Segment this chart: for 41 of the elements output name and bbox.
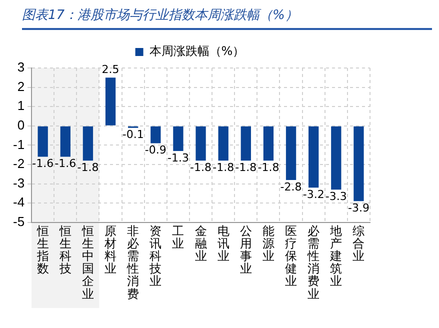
x-tick-label: 恒生科技	[58, 224, 72, 276]
x-tick-label: 综合业	[352, 224, 365, 264]
x-tick-label: 金融业	[194, 224, 207, 264]
y-tick-label: -5	[12, 214, 25, 229]
data-label: -3.2	[302, 188, 324, 202]
x-tick-label: 能源业	[262, 224, 274, 264]
x-tick-label: 原材料业	[104, 224, 117, 276]
x-tick-label: 非必需性消费	[126, 224, 140, 301]
y-tick-label: 3	[17, 60, 25, 75]
legend-label: 本周涨跌幅（%）	[149, 44, 245, 58]
x-tick-label: 必需性消费业	[306, 224, 320, 301]
data-label: 2.5	[102, 63, 120, 76]
data-label: -1.3	[167, 151, 189, 164]
x-tick-label: 公用事业	[240, 224, 252, 276]
data-label: -1.8	[212, 161, 234, 174]
y-tick-label: -2	[12, 156, 25, 172]
x-tick-label: 工业	[172, 224, 184, 250]
data-label: -1.8	[258, 161, 280, 174]
y-tick-label: 2	[17, 78, 25, 94]
data-label: -0.9	[144, 144, 166, 157]
y-tick-label: -3	[12, 175, 25, 190]
x-tick-label: 恒生中国企业	[80, 224, 94, 301]
data-label: -1.8	[190, 161, 212, 174]
data-label: -1.8	[77, 161, 99, 174]
y-tick-label: -1	[12, 136, 25, 152]
x-tick-label: 恒生指数	[36, 224, 49, 276]
y-tick-label: 1	[17, 98, 25, 114]
x-tick-label: 资讯科技业	[148, 224, 162, 288]
data-label: -2.8	[280, 180, 302, 194]
x-tick-label: 地产建筑业	[329, 224, 342, 288]
data-label: -0.1	[122, 128, 144, 142]
y-tick-label: -4	[12, 194, 25, 210]
data-label: -1.6	[32, 157, 54, 170]
data-label: -1.6	[54, 157, 76, 170]
data-label: -1.8	[235, 161, 257, 174]
x-tick-label: 电讯业	[217, 224, 230, 264]
data-label: -3.9	[348, 202, 370, 215]
data-label: -3.3	[325, 190, 347, 203]
chart-title: 图表17：港股市场与行业指数本周涨跌幅（%）	[22, 6, 432, 30]
x-tick-label: 医疗保健业	[285, 224, 298, 288]
y-tick-label: 0	[17, 117, 25, 132]
